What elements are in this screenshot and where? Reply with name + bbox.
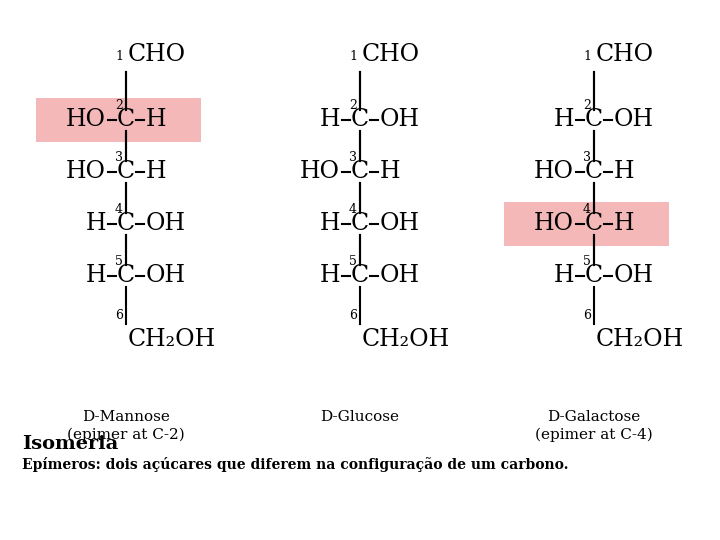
Text: 2: 2 xyxy=(349,99,357,112)
Text: C: C xyxy=(117,160,135,184)
Text: H: H xyxy=(146,160,166,184)
Text: CHO: CHO xyxy=(362,43,420,66)
Text: CH₂OH: CH₂OH xyxy=(128,328,216,351)
Text: Epímeros: dois açúcares que diferem na configuração de um carbono.: Epímeros: dois açúcares que diferem na c… xyxy=(22,457,569,472)
Text: (epimer at C-2): (epimer at C-2) xyxy=(67,428,185,442)
Text: C: C xyxy=(351,109,369,132)
Text: D-Galactose: D-Galactose xyxy=(547,410,641,424)
Text: Isomeria: Isomeria xyxy=(22,435,118,453)
Text: CH₂OH: CH₂OH xyxy=(596,328,684,351)
Text: OH: OH xyxy=(614,109,654,132)
Text: CHO: CHO xyxy=(596,43,654,66)
Text: (epimer at C-4): (epimer at C-4) xyxy=(535,428,653,442)
Text: 1: 1 xyxy=(349,50,357,63)
Text: 5: 5 xyxy=(583,255,591,268)
Text: 1: 1 xyxy=(115,50,123,63)
Text: OH: OH xyxy=(146,265,186,287)
Text: 4: 4 xyxy=(583,203,591,216)
Text: C: C xyxy=(351,160,369,184)
Text: 5: 5 xyxy=(349,255,357,268)
Text: H: H xyxy=(86,265,106,287)
Text: OH: OH xyxy=(614,265,654,287)
Text: H: H xyxy=(320,213,340,235)
Text: OH: OH xyxy=(380,213,420,235)
Text: OH: OH xyxy=(146,213,186,235)
Text: HO: HO xyxy=(534,160,574,184)
Text: D-Glucose: D-Glucose xyxy=(320,410,400,424)
FancyBboxPatch shape xyxy=(504,202,669,246)
Text: D-Mannose: D-Mannose xyxy=(82,410,170,424)
Text: 1: 1 xyxy=(583,50,591,63)
Text: HO: HO xyxy=(66,109,106,132)
Text: 3: 3 xyxy=(115,151,123,164)
Text: 6: 6 xyxy=(349,309,357,322)
Text: C: C xyxy=(351,265,369,287)
Text: H: H xyxy=(554,265,574,287)
Text: 6: 6 xyxy=(583,309,591,322)
Text: C: C xyxy=(351,213,369,235)
Text: C: C xyxy=(117,213,135,235)
Text: H: H xyxy=(320,109,340,132)
Text: 3: 3 xyxy=(349,151,357,164)
Text: 2: 2 xyxy=(583,99,591,112)
Text: HO: HO xyxy=(534,213,574,235)
Text: 4: 4 xyxy=(115,203,123,216)
Text: HO: HO xyxy=(300,160,340,184)
Text: C: C xyxy=(585,213,603,235)
Text: C: C xyxy=(117,265,135,287)
Text: HO: HO xyxy=(66,160,106,184)
Text: CH₂OH: CH₂OH xyxy=(362,328,450,351)
Text: 3: 3 xyxy=(583,151,591,164)
Text: H: H xyxy=(320,265,340,287)
Text: 5: 5 xyxy=(115,255,123,268)
Text: C: C xyxy=(585,109,603,132)
Text: 4: 4 xyxy=(349,203,357,216)
Text: H: H xyxy=(146,109,166,132)
Text: 2: 2 xyxy=(115,99,123,112)
Text: 6: 6 xyxy=(115,309,123,322)
Text: OH: OH xyxy=(380,109,420,132)
Text: H: H xyxy=(554,109,574,132)
Text: H: H xyxy=(380,160,400,184)
Text: H: H xyxy=(614,213,634,235)
Text: OH: OH xyxy=(380,265,420,287)
Text: H: H xyxy=(86,213,106,235)
Text: CHO: CHO xyxy=(128,43,186,66)
Text: C: C xyxy=(117,109,135,132)
Text: H: H xyxy=(614,160,634,184)
Text: C: C xyxy=(585,265,603,287)
Text: C: C xyxy=(585,160,603,184)
FancyBboxPatch shape xyxy=(36,98,201,142)
